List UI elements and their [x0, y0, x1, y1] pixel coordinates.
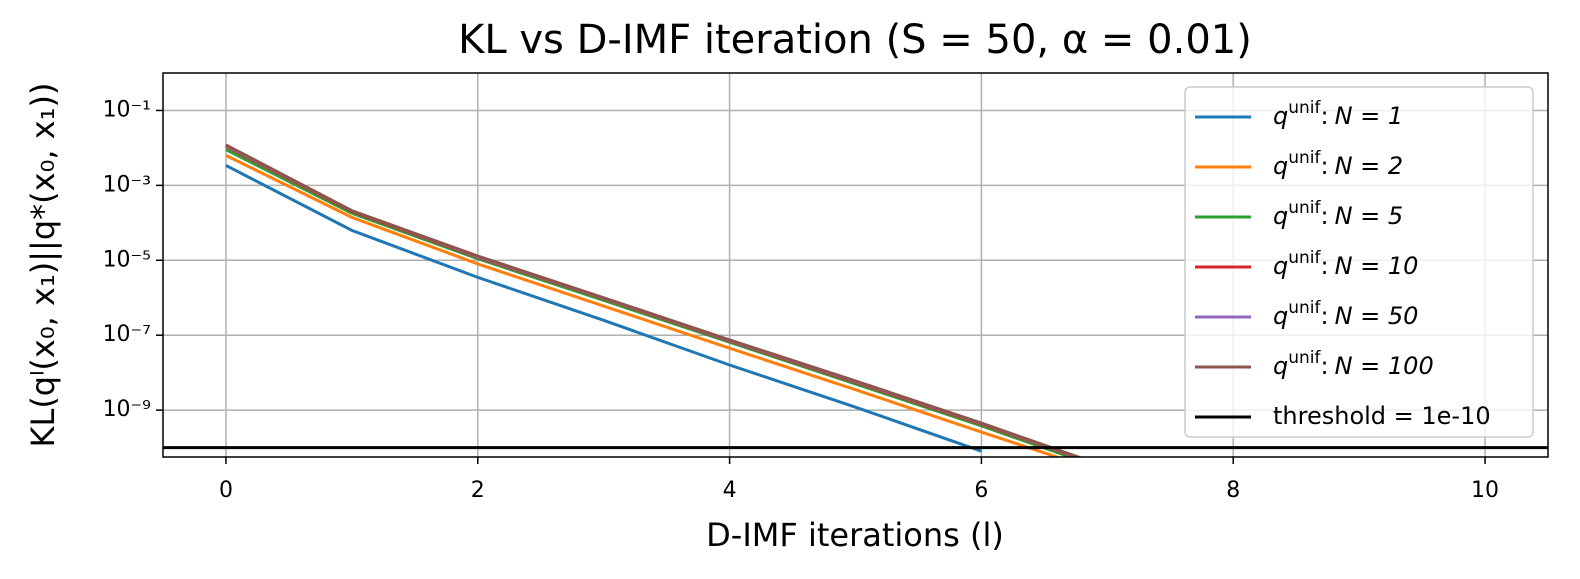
legend-prefix-sup: unif: [1288, 148, 1321, 168]
series-line: [225, 164, 982, 453]
legend-prefix-sup: unif: [1288, 198, 1321, 218]
y-tick-label: 10⁻¹: [103, 97, 151, 122]
legend-prefix-sup: unif: [1288, 348, 1321, 368]
legend-prefix-sup: unif: [1288, 98, 1321, 118]
legend-name: N = 5: [1335, 202, 1404, 230]
legend-sep: :: [1321, 152, 1329, 180]
y-tick-label: 10⁻³: [103, 172, 151, 197]
legend-label: qunif: N = 100: [1273, 348, 1434, 380]
legend-prefix: q: [1273, 102, 1288, 130]
legend-prefix: q: [1273, 302, 1288, 330]
legend-name: N = 1: [1335, 102, 1404, 130]
legend-prefix: q: [1273, 202, 1288, 230]
legend-sep: :: [1321, 252, 1329, 280]
legend-prefix: q: [1273, 252, 1288, 280]
legend-box: [1184, 86, 1534, 438]
chart-title: KL vs D-IMF iteration (S = 50, α = 0.01): [458, 17, 1252, 63]
series-line: [225, 143, 1083, 457]
x-axis-label: D-IMF iterations (l): [706, 516, 1004, 554]
series-line: [225, 144, 1082, 457]
x-tick-label: 4: [723, 478, 737, 503]
legend-label: qunif: N = 1: [1273, 98, 1403, 130]
legend-name: N = 100: [1335, 352, 1434, 380]
legend-name: N = 10: [1335, 252, 1419, 280]
x-tick-label: 2: [471, 478, 485, 503]
series-line: [225, 154, 1062, 457]
legend-label: threshold = 1e-10: [1273, 402, 1491, 430]
legend-sep: :: [1321, 202, 1329, 230]
plot-frame: [162, 72, 1549, 458]
legend-prefix: q: [1273, 352, 1288, 380]
legend-prefix-sup: unif: [1288, 248, 1321, 268]
legend-prefix-sup: unif: [1288, 298, 1321, 318]
legend-label: qunif: N = 5: [1273, 198, 1403, 230]
legend-sep: :: [1321, 302, 1329, 330]
legend-label: qunif: N = 50: [1273, 298, 1418, 330]
x-tick-label: 10: [1471, 478, 1499, 503]
y-tick-label: 10⁻⁷: [103, 322, 151, 347]
y-tick-label: 10⁻⁹: [103, 397, 151, 422]
legend-label: qunif: N = 10: [1273, 248, 1418, 280]
x-tick-label: 8: [1226, 478, 1240, 503]
legend-sep: :: [1321, 352, 1329, 380]
y-tick-label: 10⁻⁵: [103, 247, 151, 272]
legend-prefix: q: [1273, 152, 1288, 180]
x-tick-label: 0: [219, 478, 233, 503]
legend-label: qunif: N = 2: [1273, 148, 1403, 180]
legend-name: N = 50: [1335, 302, 1419, 330]
legend-sep: :: [1321, 102, 1329, 130]
plot-lines: [163, 143, 1548, 457]
legend-name: N = 2: [1335, 152, 1404, 180]
x-tick-label: 6: [974, 478, 988, 503]
y-axis-label: KL(qˡ(x₀, x₁)||q*(x₀, x₁)): [24, 83, 62, 448]
